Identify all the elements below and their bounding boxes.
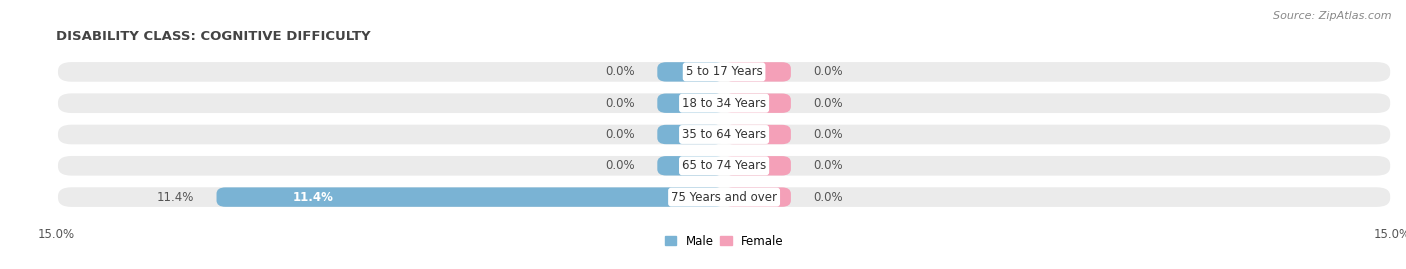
FancyBboxPatch shape <box>724 187 790 207</box>
Text: 65 to 74 Years: 65 to 74 Years <box>682 159 766 172</box>
Text: 35 to 64 Years: 35 to 64 Years <box>682 128 766 141</box>
FancyBboxPatch shape <box>658 62 724 82</box>
Text: 0.0%: 0.0% <box>813 159 842 172</box>
FancyBboxPatch shape <box>658 125 724 144</box>
Text: 11.4%: 11.4% <box>157 191 194 204</box>
FancyBboxPatch shape <box>724 62 790 82</box>
FancyBboxPatch shape <box>56 60 1392 83</box>
Text: 0.0%: 0.0% <box>606 159 636 172</box>
Text: 75 Years and over: 75 Years and over <box>671 191 778 204</box>
FancyBboxPatch shape <box>217 187 724 207</box>
Legend: Male, Female: Male, Female <box>659 230 789 253</box>
FancyBboxPatch shape <box>724 94 790 113</box>
Text: 5 to 17 Years: 5 to 17 Years <box>686 65 762 78</box>
Text: 0.0%: 0.0% <box>813 65 842 78</box>
Text: 0.0%: 0.0% <box>813 97 842 110</box>
FancyBboxPatch shape <box>56 154 1392 177</box>
FancyBboxPatch shape <box>658 94 724 113</box>
Text: Source: ZipAtlas.com: Source: ZipAtlas.com <box>1274 11 1392 21</box>
FancyBboxPatch shape <box>724 156 790 175</box>
Text: DISABILITY CLASS: COGNITIVE DIFFICULTY: DISABILITY CLASS: COGNITIVE DIFFICULTY <box>56 30 371 43</box>
FancyBboxPatch shape <box>724 125 790 144</box>
Text: 0.0%: 0.0% <box>606 128 636 141</box>
Text: 0.0%: 0.0% <box>813 191 842 204</box>
Text: 0.0%: 0.0% <box>606 65 636 78</box>
Text: 0.0%: 0.0% <box>606 97 636 110</box>
FancyBboxPatch shape <box>658 156 724 175</box>
FancyBboxPatch shape <box>56 92 1392 115</box>
Text: 18 to 34 Years: 18 to 34 Years <box>682 97 766 110</box>
FancyBboxPatch shape <box>56 186 1392 209</box>
Text: 11.4%: 11.4% <box>292 191 333 204</box>
FancyBboxPatch shape <box>56 123 1392 146</box>
Text: 0.0%: 0.0% <box>813 128 842 141</box>
